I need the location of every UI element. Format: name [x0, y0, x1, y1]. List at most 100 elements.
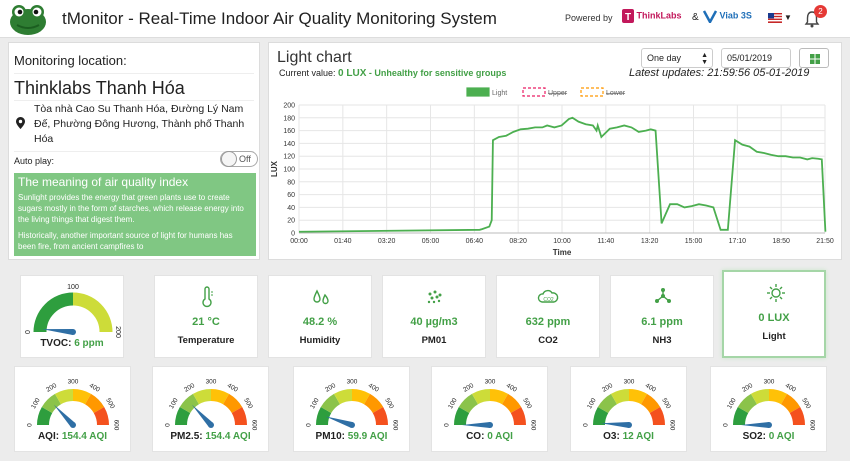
- grid-icon: [810, 54, 820, 64]
- language-caret-icon[interactable]: ▼: [784, 13, 792, 22]
- gauge-band: [597, 393, 618, 414]
- autoplay-label: Auto play:: [14, 156, 55, 166]
- humidity-card[interactable]: 48.2 % Humidity: [268, 275, 372, 358]
- gauge-tick-label: 600: [391, 420, 398, 431]
- gauge-tick-label: 300: [624, 379, 635, 386]
- x-tick-label: 01:40: [334, 238, 352, 245]
- gauge-caption: AQI: 154.4 AQI: [15, 431, 130, 442]
- legend-swatch[interactable]: [522, 87, 546, 97]
- tvoc-gauge: 0 100 200: [25, 284, 121, 338]
- gauge-label: PM2.5:: [170, 431, 203, 442]
- gauge-tick-label: 600: [668, 420, 675, 431]
- sensor-value: 40 µg/m3: [410, 316, 458, 328]
- meaning-title: The meaning of air quality index: [18, 175, 189, 189]
- app-title: tMonitor - Real-Time Indoor Air Quality …: [62, 9, 497, 28]
- gauge-tick-label: 300: [485, 379, 496, 386]
- date-input[interactable]: 05/01/2019: [721, 48, 791, 68]
- light-card[interactable]: 0 LUX Light: [722, 270, 826, 358]
- divider: [14, 73, 254, 74]
- y-tick-label: 80: [287, 179, 295, 186]
- pm10-gauge-card[interactable]: 0 100 200 300 400 500 600 PM10: 59.9 AQI: [293, 366, 410, 452]
- y-tick-label: 60: [287, 192, 295, 199]
- gauge-band: [733, 406, 749, 426]
- range-value: One day: [647, 53, 682, 63]
- gauge-needle: [462, 422, 490, 428]
- sensor-label: CO2: [538, 335, 558, 346]
- x-tick-label: 21:50: [816, 238, 834, 245]
- tvoc-card[interactable]: 0 100 200 TVOC: 6 ppm: [20, 275, 124, 358]
- viab-label: Viab 3S: [719, 10, 752, 21]
- sun-icon: [767, 284, 785, 302]
- pm01-card[interactable]: 40 µg/m3 PM01: [382, 275, 486, 358]
- co2-card[interactable]: CO2 632 ppm CO2: [496, 275, 600, 358]
- legend-swatch[interactable]: [466, 87, 490, 97]
- gauge-band: [640, 393, 661, 414]
- current-value-label: Current value:: [279, 68, 336, 78]
- thinklabs-label: ThinkLabs: [636, 10, 682, 21]
- gauge-label: SO2:: [742, 431, 766, 442]
- x-tick-label: 06:40: [466, 238, 484, 245]
- gauge-tick-label: 0: [444, 423, 451, 427]
- gauge-band: [593, 406, 609, 426]
- gauge-band: [72, 389, 92, 405]
- gauge-tick-label: 600: [808, 420, 815, 431]
- grid-view-button[interactable]: [799, 48, 829, 68]
- aqi-meaning-box[interactable]: The meaning of air quality index Sunligh…: [14, 173, 256, 256]
- legend-label[interactable]: Upper: [548, 90, 568, 97]
- frog-logo-icon[interactable]: [8, 2, 48, 36]
- gauge-tick-label: 200: [114, 326, 121, 338]
- gauge-caption: CO: 0 AQI: [432, 431, 547, 442]
- gauge-band: [351, 389, 371, 405]
- molecule-icon: [655, 288, 671, 303]
- svg-text:CO2: CO2: [543, 297, 554, 303]
- co-gauge-card[interactable]: 0 100 200 300 400 500 600 CO: 0 AQI: [431, 366, 548, 452]
- legend-label[interactable]: Light: [492, 90, 507, 97]
- thinklabs-logo[interactable]: T ThinkLabs: [622, 9, 682, 23]
- series-line-light[interactable]: [298, 116, 827, 233]
- gauge-value: 12 AQI: [622, 431, 654, 442]
- droplets-icon: [313, 289, 329, 305]
- y-tick-label: 160: [283, 128, 295, 135]
- gauge-tick-label: 0: [27, 423, 34, 427]
- gauge-needle: [601, 422, 630, 428]
- autoplay-toggle[interactable]: Off: [220, 151, 258, 167]
- map-pin-icon: [16, 117, 25, 129]
- gauge-tick-label: 0: [306, 423, 313, 427]
- svg-text:T: T: [625, 12, 631, 23]
- y-tick-label: 100: [283, 167, 295, 174]
- gauge-tick-label: 100: [726, 397, 738, 410]
- legend-swatch[interactable]: [580, 87, 604, 97]
- gauge-band: [372, 406, 388, 426]
- current-value: 0 LUX: [338, 68, 367, 79]
- gauge-band: [93, 406, 109, 426]
- x-tick-label: 13:20: [641, 238, 659, 245]
- sensor-value: 21 °C: [192, 316, 220, 328]
- nh3-card[interactable]: 6.1 ppm NH3: [610, 275, 714, 358]
- x-tick-label: 17:10: [729, 238, 747, 245]
- gauge-tick-label: 200: [324, 382, 337, 394]
- gauge-needle: [741, 422, 769, 428]
- so2-gauge-card[interactable]: 0 100 200 300 400 500 600 SO2: 0 AQI: [710, 366, 827, 452]
- viab-logo[interactable]: Viab 3S: [702, 9, 752, 25]
- pm25-gauge-card[interactable]: 0 100 200 300 400 500 600 PM2.5: 154.4 AQI: [152, 366, 269, 452]
- gauge-tick-label: 100: [586, 397, 598, 410]
- gauge-band: [33, 292, 74, 333]
- y-tick-label: 140: [283, 141, 295, 148]
- range-select[interactable]: One day ▲ ▼: [641, 48, 713, 68]
- sensor-label: NH3: [652, 335, 672, 346]
- toggle-knob: [221, 151, 237, 167]
- legend-label[interactable]: Lower: [606, 90, 626, 97]
- temperature-card[interactable]: 21 °C Temperature: [154, 275, 258, 358]
- gauge-tick-label: 0: [583, 423, 590, 427]
- thinklabs-icon: T: [622, 9, 634, 23]
- gauge-needle: [191, 404, 214, 428]
- us-flag-icon[interactable]: [768, 13, 782, 23]
- gauge-tick-label: 400: [226, 382, 239, 394]
- o3-gauge-card[interactable]: 0 100 200 300 400 500 600 O3: 12 AQI: [570, 366, 687, 452]
- gauge-band: [210, 389, 230, 405]
- gauge-value: 154.4 AQI: [205, 431, 251, 442]
- light-line-chart[interactable]: Light Upper Lower 0 20 40 60 80 100 120 140 160 180 2…: [269, 83, 841, 259]
- gauge-band: [501, 393, 522, 414]
- aqi-gauge-card[interactable]: 0 100 200 300 400 500 600 AQI: 154.4 AQI: [14, 366, 131, 452]
